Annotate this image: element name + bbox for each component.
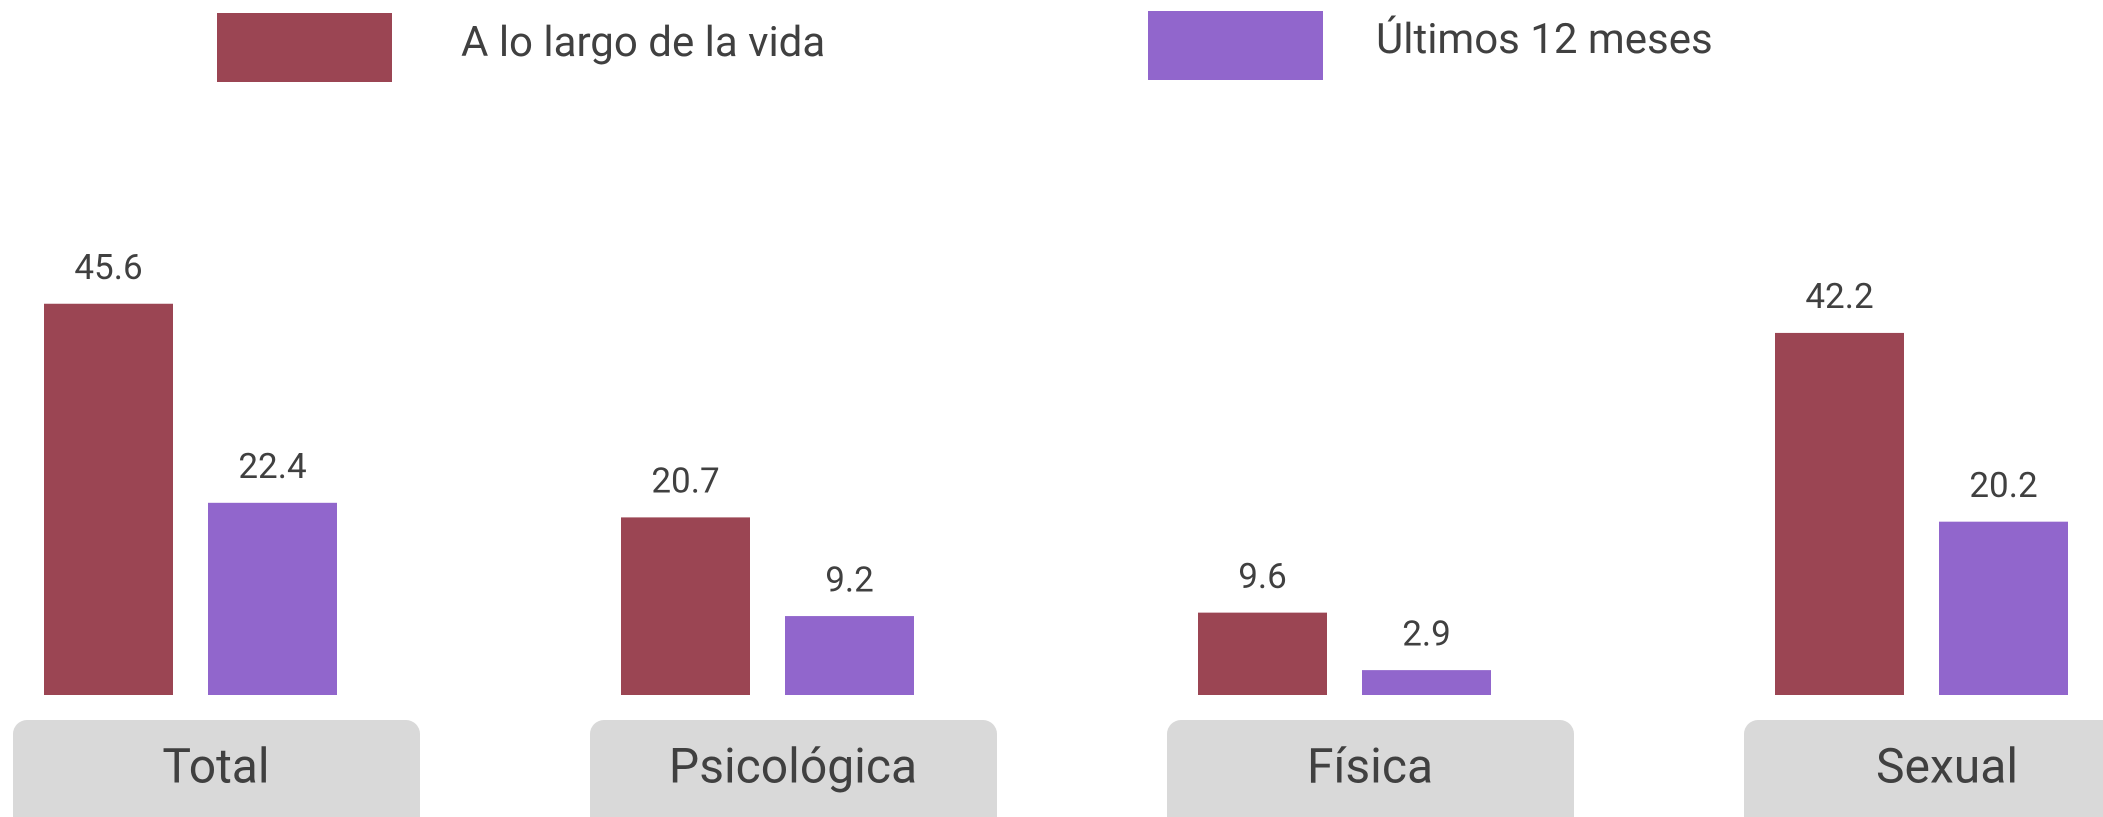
category-label: Psicológica [669,738,917,795]
bar [785,616,914,695]
value-label: 9.2 [825,559,874,600]
legend-swatch [1148,11,1323,80]
category-label: Total [162,738,269,795]
value-label: 45.6 [74,247,142,288]
bar [1775,332,1904,695]
bar [621,517,750,695]
legend-label: A lo largo de la vida [461,18,825,67]
value-label: 2.9 [1402,613,1451,654]
bar [208,502,337,695]
value-label: 20.7 [651,461,719,502]
category-label: Sexual [1876,738,2018,795]
bar [1362,670,1491,695]
value-label: 22.4 [238,446,306,487]
category-box [590,720,997,817]
bar [1939,521,2068,695]
category-box [13,720,420,817]
value-label: 9.6 [1238,556,1287,597]
bar [1198,612,1327,695]
legend-swatch [217,13,392,82]
category-box [1744,720,2103,817]
legend-label: Últimos 12 meses [1376,14,1713,64]
category-box [1167,720,1574,817]
value-label: 20.2 [1969,465,2037,506]
bar [44,303,173,695]
category-label: Física [1307,738,1433,795]
value-label: 42.2 [1805,276,1873,317]
